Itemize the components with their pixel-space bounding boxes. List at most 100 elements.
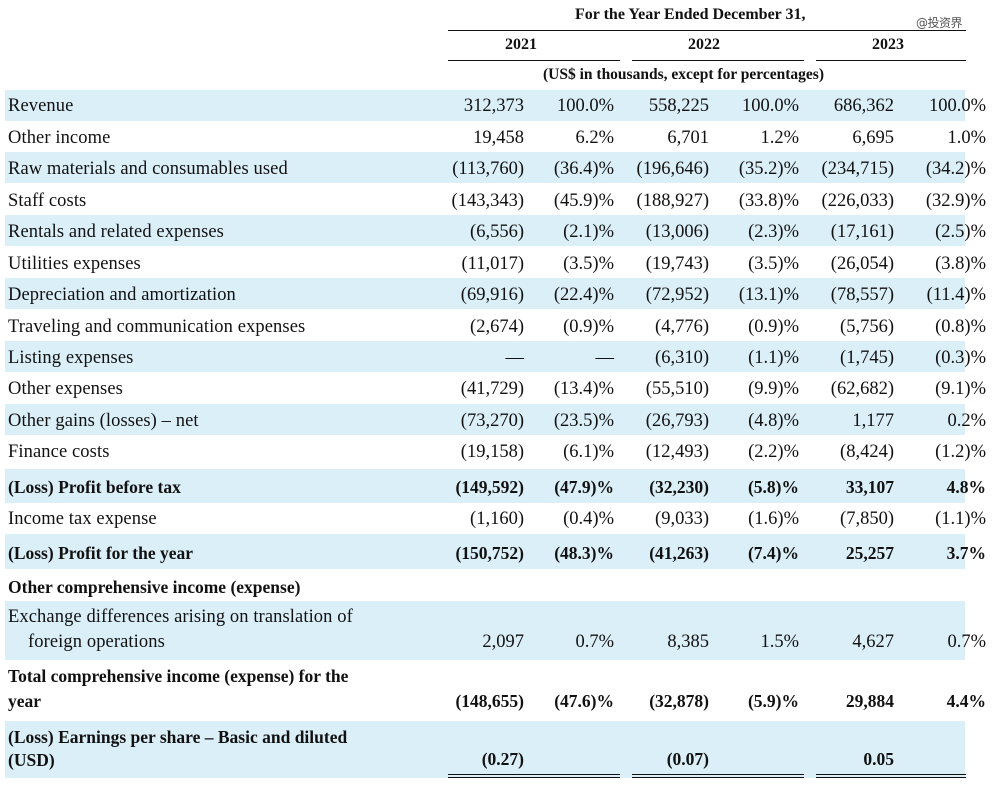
cell-2023-percent: (11.4)% (926, 285, 986, 305)
cell-2023-amount: 6,695 (852, 128, 894, 148)
cell-2022-percent: (1.6)% (748, 509, 799, 529)
cell-2022-percent: (1.1)% (748, 348, 799, 368)
cell-2023-percent: 3.7% (946, 543, 986, 563)
cell-2022-percent: (13.1)% (738, 285, 799, 305)
cell-2022-percent: (5.9)% (747, 691, 799, 711)
cell-2022-percent: (2.2)% (748, 442, 799, 462)
row-band (5, 278, 965, 309)
cell-2023-percent: (2.5)% (935, 222, 986, 242)
cell-2023-percent: (1.1)% (935, 509, 986, 529)
cell-2022-amount: (72,952) (645, 285, 709, 305)
year-header-2021: 2021 (505, 36, 537, 53)
cell-2021-amount: (69,916) (460, 285, 524, 305)
row-label: Total comprehensive income (expense) for… (8, 666, 349, 686)
cell-2021-amount: (150,752) (455, 543, 524, 563)
cell-2023-amount: 1,177 (852, 411, 894, 431)
double-underline (632, 774, 804, 778)
cell-2021-percent: (48.3)% (554, 543, 614, 563)
cell-2022-percent: 1.2% (760, 128, 799, 148)
row-label: (Loss) Profit before tax (8, 477, 181, 497)
cell-2022-percent: (7.4)% (747, 543, 799, 563)
cell-2021-amount: (0.27) (481, 749, 524, 769)
cell-2023-amount: (26,054) (830, 254, 894, 274)
cell-2023-amount: (234,715) (821, 159, 894, 179)
row-label: (Loss) Profit for the year (8, 543, 193, 563)
cell-2021-percent: (3.5)% (563, 254, 614, 274)
row-band (5, 534, 965, 569)
cell-2021-amount: (6,556) (470, 222, 524, 242)
row-label: Finance costs (8, 442, 110, 462)
cell-2023-amount: 25,257 (845, 543, 894, 563)
cell-2021-amount: 2,097 (482, 632, 524, 652)
row-band (5, 469, 965, 503)
cell-2023-percent: (0.8)% (935, 317, 986, 337)
cell-2023-percent: (0.3)% (935, 348, 986, 368)
row-band (5, 341, 965, 372)
cell-2023-amount: 4,627 (852, 632, 894, 652)
cell-2021-percent: (0.9)% (563, 317, 614, 337)
cell-2021-amount: — (505, 348, 525, 368)
cell-2022-amount: (32,230) (649, 477, 709, 497)
period-underline (448, 30, 966, 31)
cell-2021-percent: (6.1)% (563, 442, 614, 462)
cell-2023-amount: (5,756) (840, 317, 894, 337)
row-band (5, 404, 965, 435)
year-underline-2022 (632, 60, 804, 61)
cell-2022-percent: 100.0% (741, 96, 799, 116)
units-header: (US$ in thousands, except for percentage… (543, 66, 825, 83)
row-label: Traveling and communication expenses (8, 317, 306, 337)
cell-2023-percent: 4.4% (946, 691, 986, 711)
cell-2023-amount: (8,424) (840, 442, 894, 462)
cell-2023-percent: (32.9)% (925, 191, 986, 211)
cell-2022-amount: (196,646) (636, 159, 709, 179)
cell-2023-amount: 29,884 (845, 691, 894, 711)
row-label: Other expenses (8, 379, 123, 399)
year-underline-2023 (816, 60, 966, 61)
cell-2021-amount: (1,160) (470, 509, 524, 529)
cell-2021-percent: (2.1)% (563, 222, 614, 242)
cell-2021-amount: (149,592) (455, 477, 524, 497)
cell-2023-amount: (17,161) (830, 222, 894, 242)
row-label: Revenue (8, 96, 74, 116)
cell-2022-amount: (32,878) (649, 691, 709, 711)
row-label: year (8, 691, 42, 711)
cell-2021-amount: (73,270) (460, 411, 524, 431)
cell-2021-percent: 0.7% (575, 632, 614, 652)
cell-2021-percent: — (595, 348, 615, 368)
cell-2022-amount: (12,493) (645, 442, 709, 462)
year-header-2023: 2023 (872, 36, 904, 53)
cell-2022-percent: (2.3)% (748, 222, 799, 242)
cell-2023-amount: 0.05 (863, 749, 894, 769)
cell-2021-percent: (47.6)% (554, 691, 614, 711)
cell-2022-percent: (35.2)% (738, 159, 799, 179)
row-label: Exchange differences arising on translat… (8, 607, 353, 627)
row-label: Listing expenses (8, 348, 134, 368)
row-label: Raw materials and consumables used (8, 159, 288, 179)
cell-2022-amount: (41,263) (649, 543, 709, 563)
cell-2022-amount: (13,006) (645, 222, 709, 242)
year-header-2022: 2022 (688, 36, 720, 53)
cell-2022-amount: 8,385 (667, 632, 709, 652)
cell-2021-percent: 6.2% (575, 128, 614, 148)
cell-2023-amount: 686,362 (833, 96, 894, 116)
cell-2022-percent: (4.8)% (748, 411, 799, 431)
cell-2022-amount: 558,225 (648, 96, 709, 116)
cell-2023-percent: (3.8)% (935, 254, 986, 274)
row-label: Rentals and related expenses (8, 222, 224, 242)
cell-2021-amount: (143,343) (451, 191, 524, 211)
row-label: Utilities expenses (8, 254, 141, 274)
cell-2023-amount: (62,682) (830, 379, 894, 399)
cell-2022-amount: (4,776) (655, 317, 709, 337)
cell-2022-amount: (0.07) (666, 749, 709, 769)
cell-2021-amount: (19,158) (460, 442, 524, 462)
cell-2023-amount: (226,033) (821, 191, 894, 211)
cell-2022-percent: (3.5)% (748, 254, 799, 274)
cell-2021-amount: 19,458 (473, 128, 524, 148)
cell-2023-percent: (1.2)% (935, 442, 986, 462)
row-label: Other income (8, 128, 111, 148)
cell-2022-amount: (9,033) (655, 509, 709, 529)
watermark: @投资界 (916, 16, 963, 30)
cell-2022-percent: (9.9)% (748, 379, 799, 399)
cell-2023-amount: 33,107 (845, 477, 894, 497)
cell-2021-percent: (0.4)% (563, 509, 614, 529)
